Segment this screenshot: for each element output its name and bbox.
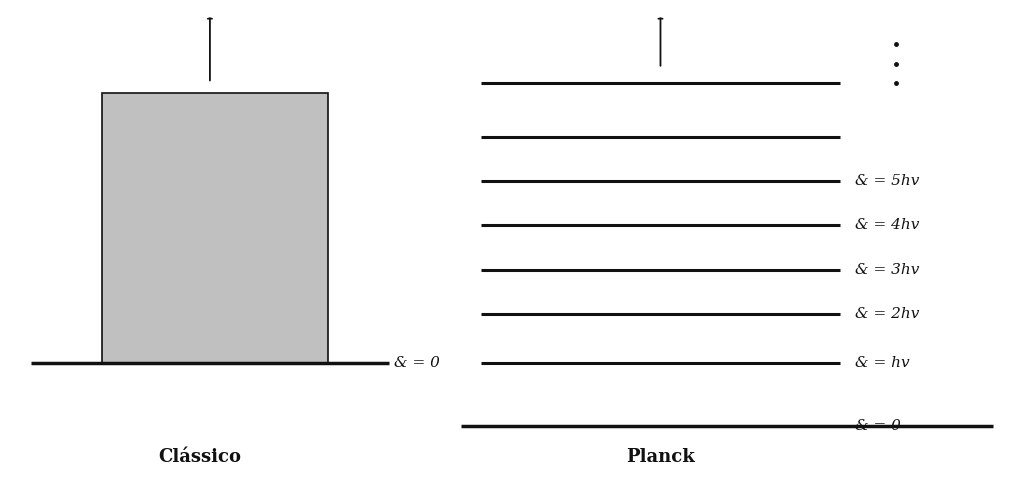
Text: & = 5hv: & = 5hv xyxy=(855,174,920,188)
Text: & = 0: & = 0 xyxy=(855,419,901,433)
Text: & = 4hv: & = 4hv xyxy=(855,219,920,232)
Text: Planck: Planck xyxy=(626,447,695,465)
Text: & = hv: & = hv xyxy=(855,356,909,369)
Bar xyxy=(102,93,328,363)
Text: & = 2hv: & = 2hv xyxy=(855,307,920,320)
Text: & = 0: & = 0 xyxy=(394,356,440,369)
Text: Clássico: Clássico xyxy=(158,447,242,465)
Text: & = 3hv: & = 3hv xyxy=(855,263,920,276)
